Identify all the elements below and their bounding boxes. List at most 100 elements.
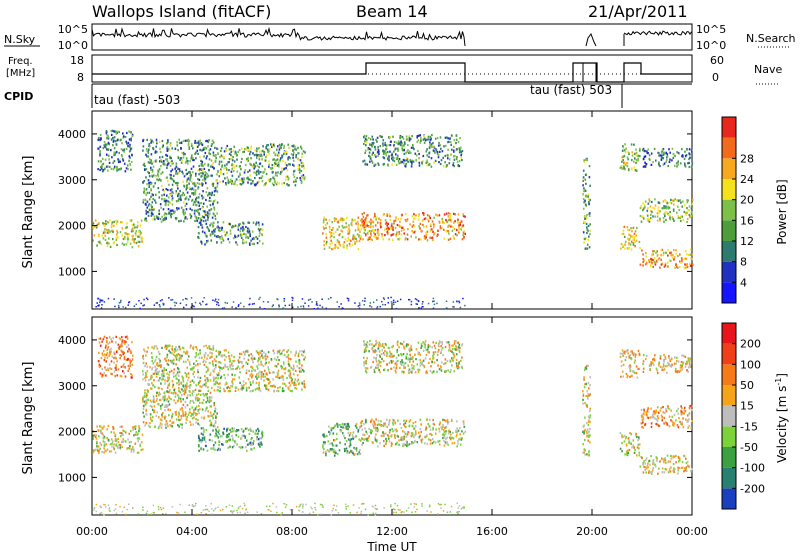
velocity-cell [106,448,109,451]
power-cell [325,218,327,221]
velocity-cell [231,373,233,376]
power-cell [278,143,281,146]
power-cell [435,149,438,152]
power-cell [171,212,173,216]
power-cell [374,224,377,227]
power-cell [300,181,303,184]
power-cell [447,238,450,241]
power-cell [323,244,325,247]
velocity-cell [205,365,208,369]
velocity-cell [169,408,172,412]
power-cell [246,230,249,233]
power-cell [148,208,151,211]
power-cell [452,226,454,229]
velocity-cell [185,421,187,424]
power-cell [245,225,247,229]
velocity-cell [159,393,162,396]
power-cell [171,162,173,165]
power-cell [101,165,103,168]
velocity-cell [380,420,382,423]
power-cell [187,159,189,163]
power-cell [428,163,431,166]
velocity-cell [174,395,177,398]
power-cell [142,139,144,143]
power-cell [211,193,213,197]
velocity-cell [355,449,358,452]
power-cell [323,240,325,243]
power-cell [131,133,134,136]
power-cell [212,154,215,157]
velocity-cell [404,432,407,435]
velocity-cell [158,379,161,382]
power-cell [447,137,449,140]
power-cell [175,172,177,175]
power-cell [622,145,624,148]
power-cell [688,161,690,165]
power-cell [678,208,681,212]
velocity-cell [179,356,182,359]
power-cell [382,144,384,147]
power-cell [690,257,693,260]
velocity-cell [174,402,177,405]
power-cell [169,209,172,212]
power-cell [242,222,245,225]
power-cell [634,169,637,172]
power-cell [116,130,118,133]
power-cell [646,218,649,221]
power-cell [201,149,203,152]
power-cell [232,169,235,173]
power-cell [110,130,113,133]
velocity-cell [420,441,423,444]
power-cell [207,168,210,172]
velocity-cell [170,369,173,372]
power-cell [401,135,404,139]
power-cell [341,230,344,233]
power-cell [434,232,436,235]
velocity-cell [195,346,197,349]
velocity-cell [267,368,270,371]
velocity-cell [207,389,210,392]
power-cell [423,234,426,238]
power-cell [453,221,455,224]
velocity-cell [461,437,463,440]
power-cell [209,193,212,196]
power-cell [186,180,188,183]
power-cell [649,205,652,208]
power-cell [147,161,150,164]
velocity-cell [210,423,213,426]
power-cell [184,153,186,156]
velocity-cell [155,414,158,417]
power-cell [671,159,673,162]
velocity-cell [154,385,156,389]
power-cell [283,144,285,147]
power-cell [179,170,181,173]
power-cell [369,148,372,151]
velocity-cell [255,375,257,378]
velocity-cell [263,384,266,387]
power-cell [161,145,164,149]
power-cell [105,130,108,133]
power-cell [102,237,105,240]
velocity-cell [258,388,261,391]
power-cell [654,204,657,207]
power-cell [623,163,626,166]
velocity-cell [346,425,348,428]
power-cell [236,158,238,161]
power-cell [684,162,686,165]
velocity-cell [251,358,254,362]
power-cell [389,135,392,138]
power-cell [147,149,149,152]
power-cell [401,161,404,164]
power-cell [379,145,382,148]
velocity-cell [224,363,226,366]
velocity-cell [261,430,263,433]
power-cell [146,183,148,186]
power-cell [299,159,302,162]
power-cell [684,155,687,158]
power-cell [357,224,360,227]
velocity-cell [240,428,243,431]
power-cell [640,205,642,208]
velocity-cell [210,355,213,358]
power-cell [198,142,201,146]
velocity-cell [262,365,265,368]
